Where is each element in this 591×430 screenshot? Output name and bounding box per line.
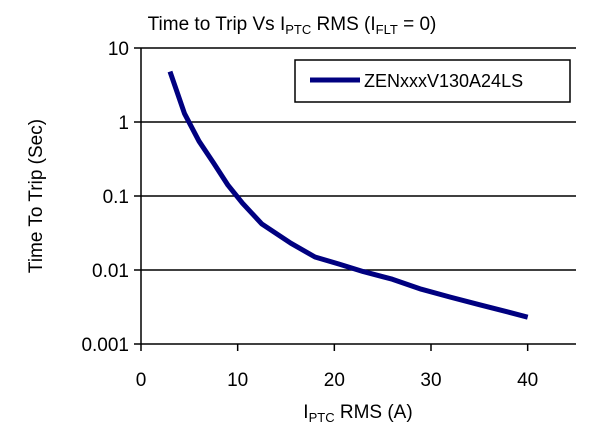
- series-layer: [167, 70, 529, 320]
- x-tick-label: 0: [136, 370, 147, 391]
- legend-label: ZENxxxV130A24LS: [364, 71, 523, 91]
- y-axis-title: Time To Trip (Sec): [26, 119, 47, 273]
- x-ticks: 0 10 20 30 40: [136, 344, 538, 391]
- series-line: [167, 70, 529, 320]
- x-tick-label: 10: [227, 370, 248, 391]
- y-ticks: 10 1 0.1 0.01 0.001: [81, 39, 141, 356]
- y-tick-label: 0.1: [103, 187, 129, 208]
- y-tick-label: 1: [118, 113, 129, 134]
- chart-title: Time to Trip Vs IPTC RMS (IFLT = 0): [148, 14, 437, 37]
- y-tick-label: 10: [108, 39, 129, 60]
- legend: ZENxxxV130A24LS: [294, 59, 571, 103]
- x-tick-label: 30: [420, 370, 441, 391]
- y-tick-label: 0.001: [81, 335, 129, 356]
- y-tick-label: 0.01: [92, 261, 129, 282]
- x-tick-label: 20: [324, 370, 345, 391]
- x-tick-label: 40: [517, 370, 538, 391]
- x-axis-title: IPTC RMS (A): [303, 402, 412, 425]
